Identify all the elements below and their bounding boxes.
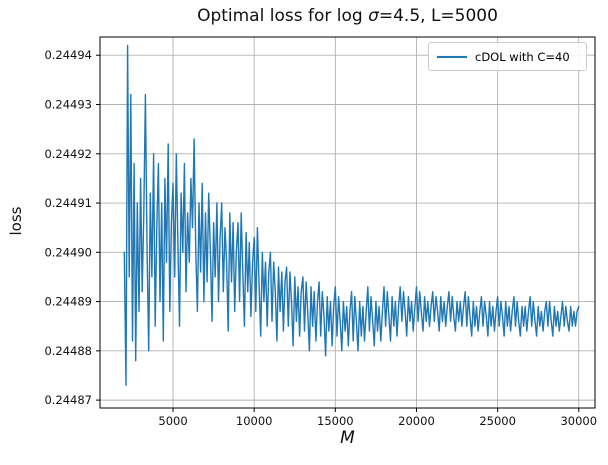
legend-line-sample xyxy=(437,55,467,58)
series-line xyxy=(123,44,580,386)
y-tick-label: 0.24492 xyxy=(44,147,92,161)
axes-spines xyxy=(99,36,596,409)
y-axis-label: loss xyxy=(7,206,25,236)
y-tick-label: 0.24488 xyxy=(44,344,92,358)
y-tick-label: 0.24491 xyxy=(44,196,92,210)
legend: cDOL with C=40 xyxy=(428,42,587,71)
y-tick-label: 0.24489 xyxy=(44,295,92,309)
y-tick-label: 0.24490 xyxy=(44,245,92,259)
x-tick-label: 15000 xyxy=(317,414,354,428)
chart-title-suffix: =4.5, L=5000 xyxy=(378,6,498,26)
x-tick-label: 20000 xyxy=(398,414,435,428)
x-tick-label: 10000 xyxy=(236,414,273,428)
y-tick-label: 0.24493 xyxy=(44,97,92,111)
x-tick-label: 30000 xyxy=(560,414,597,428)
x-axis-label: M xyxy=(340,428,355,448)
sigma-symbol: σ xyxy=(368,6,379,26)
y-tick-label: 0.24494 xyxy=(44,48,92,62)
x-tick-label: 25000 xyxy=(479,414,516,428)
y-tick-label: 0.24487 xyxy=(44,393,92,407)
chart-title-prefix: Optimal loss for log xyxy=(197,6,369,26)
legend-label: cDOL with C=40 xyxy=(475,49,570,64)
chart-title: Optimal loss for log σ=4.5, L=5000 xyxy=(100,6,595,26)
x-tick-label: 5000 xyxy=(158,414,187,428)
